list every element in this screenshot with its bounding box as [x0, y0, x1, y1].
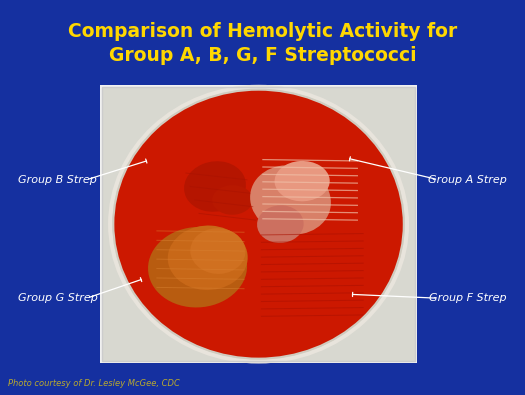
Text: Photo courtesy of Dr. Lesley McGee, CDC: Photo courtesy of Dr. Lesley McGee, CDC: [8, 379, 180, 388]
Text: Group F Strep: Group F Strep: [429, 293, 507, 303]
Bar: [102, 87, 415, 361]
Bar: [102, 87, 415, 361]
Bar: [100, 85, 417, 363]
Ellipse shape: [257, 205, 303, 243]
Ellipse shape: [212, 185, 253, 215]
Text: Group G Strep: Group G Strep: [18, 293, 98, 303]
Text: Group B Strep: Group B Strep: [18, 175, 97, 185]
Ellipse shape: [275, 161, 330, 201]
Ellipse shape: [113, 90, 404, 359]
Ellipse shape: [168, 226, 248, 290]
Ellipse shape: [184, 161, 246, 212]
Ellipse shape: [190, 228, 246, 274]
Text: Group A Strep: Group A Strep: [428, 175, 507, 185]
Ellipse shape: [148, 227, 247, 307]
Text: Comparison of Hemolytic Activity for
Group A, B, G, F Streptococci: Comparison of Hemolytic Activity for Gro…: [68, 22, 457, 65]
Ellipse shape: [250, 165, 331, 235]
